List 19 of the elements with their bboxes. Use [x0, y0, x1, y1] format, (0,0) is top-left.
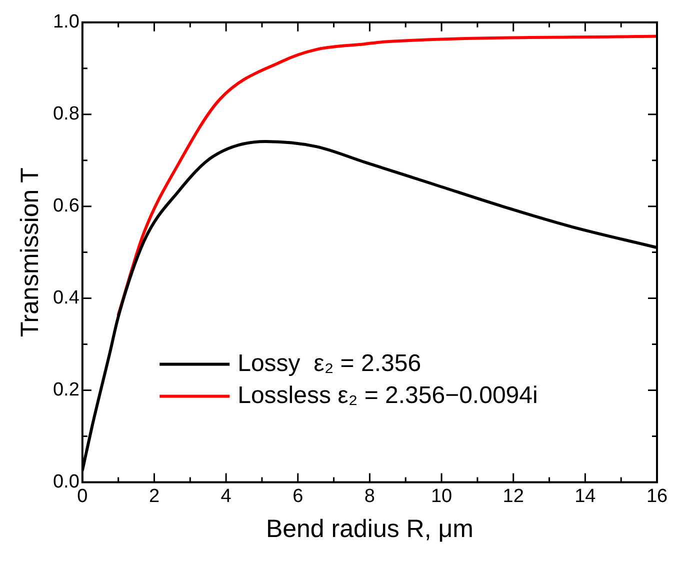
x-tick-label: 16 [646, 486, 668, 507]
x-tick-label: 0 [77, 486, 88, 507]
x-tick-label: 2 [148, 486, 160, 507]
x-tick-label: 12 [502, 486, 524, 507]
legend-label: Lossy ε₂ = 2.356 [238, 350, 422, 377]
x-tick-label: 6 [292, 486, 304, 507]
y-tick-label: 0.4 [52, 288, 80, 309]
y-tick-label: 1.0 [52, 12, 80, 33]
y-tick-label: 0.6 [52, 196, 80, 217]
y-tick-label: 0.2 [52, 379, 80, 400]
y-tick-label: 0.0 [52, 471, 80, 492]
x-tick-label: 4 [220, 486, 232, 507]
legend-label: Lossless ε₂ = 2.356−0.0094i [238, 382, 538, 409]
x-tick-label: 8 [364, 486, 375, 507]
x-tick-label: 10 [430, 486, 452, 507]
x-axis-title: Bend radius R, μm [266, 514, 474, 543]
x-tick-label: 14 [574, 486, 596, 507]
y-axis-title: Transmission T [16, 168, 44, 338]
y-tick-label: 0.8 [52, 104, 80, 125]
